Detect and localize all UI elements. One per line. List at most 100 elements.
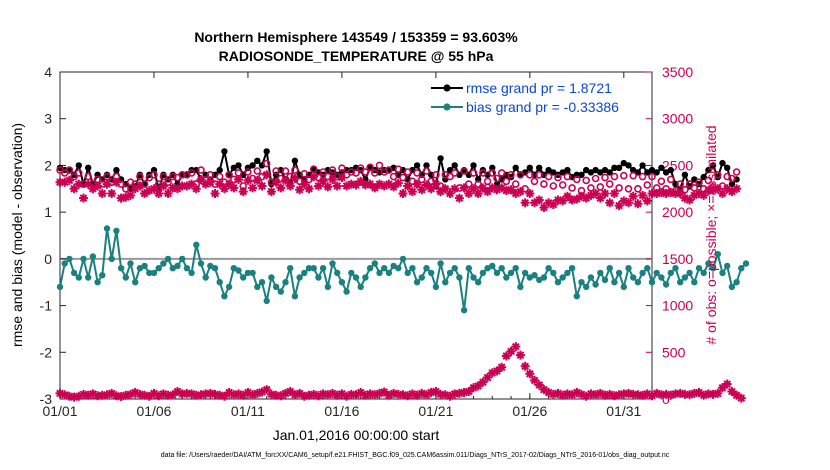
x-axis-label: Jan.01,2016 00:00:00 start xyxy=(273,427,440,443)
assimilated-point xyxy=(215,179,225,189)
bias-point xyxy=(399,255,407,263)
count_bottom-point xyxy=(271,390,281,400)
count_bottom-point xyxy=(266,389,276,399)
rmse-point xyxy=(216,166,223,174)
count_bottom-point xyxy=(492,366,502,376)
bias-point xyxy=(568,265,576,272)
bias-point xyxy=(319,265,327,272)
count_bottom-point xyxy=(379,387,389,397)
bias-point xyxy=(381,265,388,272)
assimilated-point xyxy=(144,186,154,196)
assimilated-point xyxy=(238,187,248,197)
possible-point xyxy=(507,171,515,179)
possible-point xyxy=(150,171,158,179)
assimilated-point xyxy=(135,181,145,191)
count_bottom-point xyxy=(511,342,521,352)
count_bottom-point xyxy=(149,388,159,398)
plot-frame xyxy=(59,71,653,400)
assimilated-point xyxy=(450,184,460,194)
possible-point xyxy=(164,178,172,186)
possible-point xyxy=(178,171,186,179)
assimilated-point xyxy=(60,177,70,187)
bias-point xyxy=(56,283,64,291)
bias-point xyxy=(225,283,233,291)
assimilated-point xyxy=(548,200,558,210)
bias-point xyxy=(282,279,289,286)
count_bottom-point xyxy=(581,391,591,401)
possible-point xyxy=(375,161,384,170)
count_bottom-point xyxy=(614,390,624,400)
bias-point xyxy=(550,269,557,277)
legend-rmse-label: rmse grand pr = 1.8721 xyxy=(466,80,612,96)
count_bottom-point xyxy=(248,390,258,400)
series-count_bottom xyxy=(55,342,746,403)
possible-point xyxy=(272,167,280,175)
count_bottom-point xyxy=(163,390,173,400)
assimilated-point xyxy=(351,180,361,190)
count_bottom-point xyxy=(717,383,727,393)
count_bottom-point xyxy=(450,389,460,399)
count_bottom-point xyxy=(468,383,478,393)
bias-point xyxy=(465,265,472,272)
assimilated-point xyxy=(111,177,121,187)
assimilated-point xyxy=(125,190,135,200)
count_bottom-point xyxy=(102,390,112,400)
assimilated-point xyxy=(285,181,295,191)
possible-point xyxy=(244,168,252,176)
possible-point xyxy=(84,172,92,181)
assimilated-point xyxy=(628,191,638,201)
count_bottom-point xyxy=(332,390,342,400)
bias-point xyxy=(75,274,83,281)
possible-point xyxy=(197,166,205,174)
bias-point xyxy=(409,265,416,272)
rmse-point xyxy=(639,162,646,169)
possible-point xyxy=(300,170,309,178)
count_bottom-point xyxy=(591,390,601,400)
bias-point xyxy=(108,255,115,263)
count_bottom-point xyxy=(732,390,742,400)
assimilated-point xyxy=(624,198,634,208)
possible-point xyxy=(65,166,74,174)
bias-point xyxy=(493,269,501,277)
bias-point xyxy=(503,274,510,281)
possible-point xyxy=(474,180,483,188)
bias-point xyxy=(122,274,129,281)
possible-point xyxy=(502,177,511,186)
possible-point xyxy=(403,168,412,176)
count_bottom-point xyxy=(431,387,441,397)
bias-point xyxy=(428,269,435,277)
assimilated-point xyxy=(586,190,596,200)
count_bottom-point xyxy=(182,388,192,398)
bias-point xyxy=(174,262,181,270)
assimilated-point xyxy=(497,183,507,193)
rmse-point xyxy=(705,166,712,174)
count_bottom-point xyxy=(342,391,352,401)
y-axis-right-label: # of obs: o=possible; ×=assimilated xyxy=(703,125,719,344)
assimilated-point xyxy=(595,193,605,203)
possible-point xyxy=(568,184,576,192)
possible-point xyxy=(253,167,262,175)
bias-point xyxy=(362,274,369,281)
possible-point xyxy=(493,174,501,183)
possible-point xyxy=(338,164,346,172)
possible-point xyxy=(601,173,609,182)
bias-point xyxy=(615,269,623,277)
count_bottom-point xyxy=(323,390,333,400)
count_bottom-point xyxy=(328,388,338,398)
count_bottom-point xyxy=(374,388,384,398)
count_bottom-point xyxy=(736,393,746,403)
bias-point xyxy=(254,283,261,291)
assimilated-point xyxy=(722,184,732,194)
assimilated-point xyxy=(511,188,521,198)
possible-point xyxy=(615,184,623,192)
x-tick-label: 01/11 xyxy=(231,403,265,419)
count_bottom-point xyxy=(365,389,375,399)
y-axis-left-label: rmse and bias (model - observation) xyxy=(9,123,25,347)
data-file-footer: data file: /Users/raeder/DAI/ATM_forcXX/… xyxy=(161,452,670,459)
bias-point xyxy=(451,265,458,272)
count_bottom-point xyxy=(187,389,197,399)
assimilated-point xyxy=(172,184,182,194)
bias-point xyxy=(733,279,740,286)
rmse-point xyxy=(611,164,618,171)
count_bottom-point xyxy=(661,389,671,399)
